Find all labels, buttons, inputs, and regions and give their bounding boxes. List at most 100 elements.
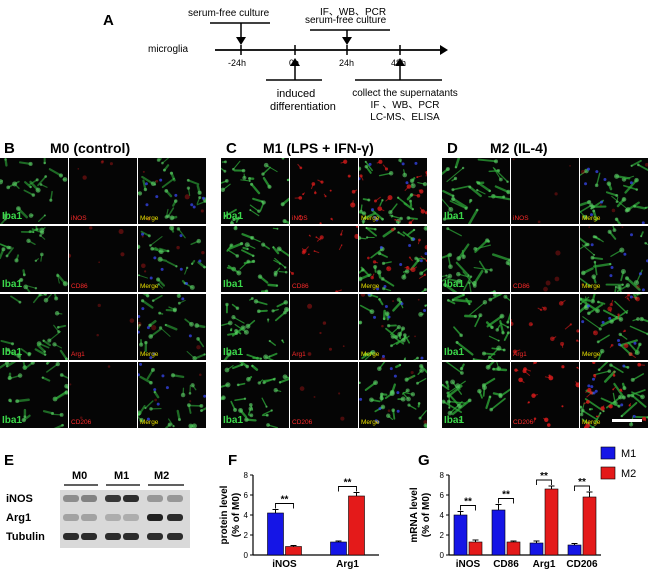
fluorescence-texture xyxy=(0,158,68,224)
fluorescence-texture xyxy=(221,158,289,224)
significance-bracket xyxy=(460,505,476,511)
fluorescence-texture xyxy=(69,365,111,420)
significance-label: ** xyxy=(502,490,510,501)
assay-text-1: IF 、WB、PCR xyxy=(370,100,440,111)
y-tick-label: 6 xyxy=(440,491,445,500)
marker-image-tile: CD86 xyxy=(511,226,579,292)
fluorescence-texture xyxy=(442,158,510,224)
legend-label: M1 xyxy=(621,448,636,460)
category-label: iNOS xyxy=(456,559,481,570)
bar-M2-Arg1 xyxy=(544,488,559,556)
iba1-image-tile: Iba1 xyxy=(0,362,68,428)
iba1-label: Iba1 xyxy=(2,415,23,426)
fluorescence-texture xyxy=(138,226,206,290)
fluorescence-texture xyxy=(138,294,206,360)
bar-M1-iNOS xyxy=(267,512,284,556)
merge-image-tile: Merge xyxy=(359,294,427,360)
scale-bar xyxy=(612,419,642,422)
step-collect-supernatants: collect the supernatants IF 、WB、PCR LC-M… xyxy=(330,88,480,124)
bar-M1-iNOS xyxy=(453,514,468,556)
significance-label: ** xyxy=(578,477,586,488)
merge-label: Merge xyxy=(582,351,601,358)
group-underlines xyxy=(64,484,184,486)
y-axis-label: protein level xyxy=(219,485,230,544)
marker-image-tile: Arg1 xyxy=(511,294,579,360)
iba1-image-tile: Iba1 xyxy=(442,362,510,428)
bar-M2-CD206 xyxy=(582,496,597,556)
marker-image-tile: CD86 xyxy=(290,226,358,292)
blot-label-tubulin: Tubulin xyxy=(6,531,45,543)
panel-d-label: D xyxy=(447,140,458,157)
merge-image-tile: Merge xyxy=(138,226,206,292)
iba1-image-tile: Iba1 xyxy=(0,294,68,360)
y-tick-label: 0 xyxy=(440,551,445,560)
fluorescence-texture xyxy=(359,362,427,428)
y-tick-label: 4 xyxy=(244,511,249,520)
marker-label: Arg1 xyxy=(292,351,306,358)
iba1-label: Iba1 xyxy=(223,211,244,222)
collect-text: collect the supernatants xyxy=(352,88,458,99)
significance-bracket xyxy=(498,498,514,504)
fluorescence-texture xyxy=(511,299,579,354)
timeline-arrowhead xyxy=(440,45,448,55)
y-tick-label: 2 xyxy=(440,531,445,540)
panel-a-label: A xyxy=(103,12,114,29)
merge-label: Merge xyxy=(361,351,380,358)
bar-M2-iNOS xyxy=(285,546,302,556)
fluorescence-texture xyxy=(96,303,135,337)
fluorescence-texture xyxy=(359,226,427,292)
step-assays-1: IF、WB、PCR xyxy=(320,7,387,18)
blot-band xyxy=(167,495,183,502)
marker-label: iNOS xyxy=(292,215,308,222)
marker-label: CD86 xyxy=(71,283,88,290)
category-label: iNOS xyxy=(272,559,297,570)
fluorescence-texture xyxy=(221,297,289,360)
iba1-image-tile: Iba1 xyxy=(221,362,289,428)
marker-label: CD206 xyxy=(513,419,534,426)
merge-image-tile: Merge xyxy=(138,294,206,360)
marker-label: Arg1 xyxy=(71,351,85,358)
legend-label: M2 xyxy=(621,468,636,480)
y-tick-label: 4 xyxy=(440,511,445,520)
iba1-image-tile: Iba1 xyxy=(442,294,510,360)
panel-b-label: B xyxy=(4,140,15,157)
blot-band xyxy=(105,533,121,540)
significance-label: ** xyxy=(540,471,548,482)
panel-c-title: M1 (LPS + IFN-γ) xyxy=(263,140,374,156)
category-label: Arg1 xyxy=(336,559,359,570)
fluorescence-texture xyxy=(580,226,648,292)
y-tick-label: 0 xyxy=(244,551,249,560)
assay-text-2: LC-MS、ELISA xyxy=(370,112,440,123)
fluorescence-texture xyxy=(138,362,206,428)
merge-image-tile: Merge xyxy=(138,158,206,224)
significance-label: ** xyxy=(344,478,352,489)
fluorescence-texture xyxy=(299,386,345,421)
fluorescence-texture xyxy=(442,362,510,422)
significance-bracket xyxy=(338,486,357,492)
panel-f-label: F xyxy=(228,452,238,469)
iba1-image-tile: Iba1 xyxy=(221,294,289,360)
blot-band xyxy=(81,514,97,521)
merge-image-tile: Merge xyxy=(580,226,648,292)
merge-label: Merge xyxy=(140,419,159,426)
tick-label-0: 0h xyxy=(289,58,300,68)
timeline-axis-label: microglia xyxy=(148,44,189,55)
iba1-label: Iba1 xyxy=(2,211,23,222)
marker-image-tile: Arg1 xyxy=(290,294,358,360)
marker-image-tile: Arg1 xyxy=(69,294,137,360)
marker-image-tile: iNOS xyxy=(290,158,358,224)
fluorescence-texture xyxy=(580,362,648,428)
category-label: CD206 xyxy=(566,559,598,570)
iba1-image-tile: Iba1 xyxy=(0,226,68,292)
induced-text: induced xyxy=(276,88,316,100)
fluorescence-texture xyxy=(580,159,648,224)
blot-band xyxy=(147,533,163,540)
merge-label: Merge xyxy=(361,283,380,290)
iba1-label: Iba1 xyxy=(444,211,465,222)
fluorescence-texture xyxy=(294,159,358,224)
panel-d-title: M2 (IL-4) xyxy=(490,140,548,156)
fluorescence-texture xyxy=(446,294,510,360)
iba1-image-tile: Iba1 xyxy=(442,158,510,224)
marker-image-tile: CD206 xyxy=(69,362,137,428)
fluorescence-texture xyxy=(221,362,289,428)
